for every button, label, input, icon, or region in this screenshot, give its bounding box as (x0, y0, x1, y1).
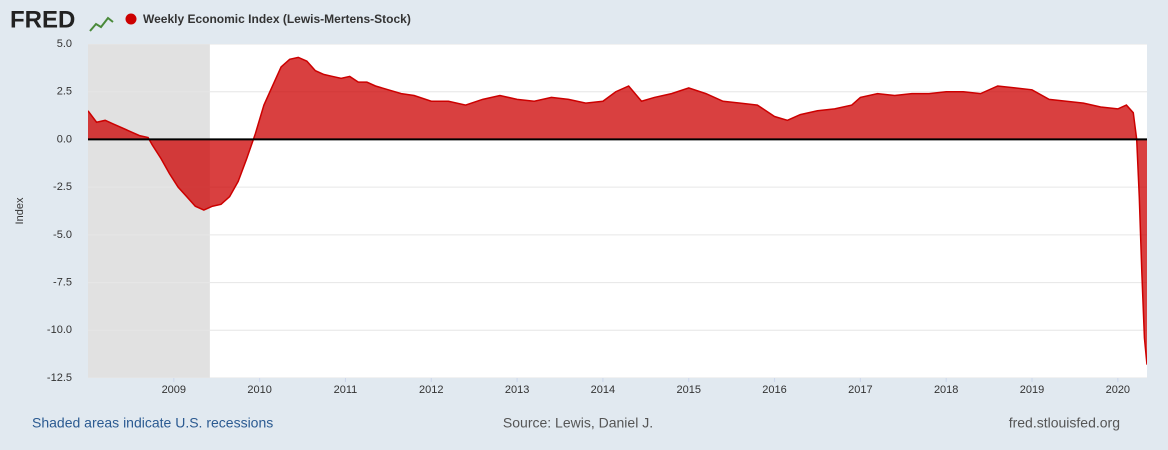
recession-shade (88, 44, 210, 378)
y-axis-label: Index (14, 197, 26, 224)
y-tick-label: -7.5 (53, 276, 72, 288)
x-tick-label: 2017 (848, 384, 872, 396)
plot-layer (88, 44, 1147, 378)
logo-icon (89, 16, 114, 32)
area (88, 57, 1147, 365)
x-tick-label: 2019 (1020, 384, 1044, 396)
x-tick-label: 2020 (1106, 384, 1130, 396)
x-tick-label: 2009 (162, 384, 186, 396)
site: fred.stlouisfed.org (1009, 415, 1120, 431)
y-tick-label: 0.0 (57, 133, 72, 145)
legend-label: Weekly Economic Index (Lewis-Mertens-Sto… (143, 12, 411, 26)
y-tick-label: 2.5 (57, 86, 72, 98)
y-tick-label: -2.5 (53, 181, 72, 193)
y-tick-label: -12.5 (47, 372, 72, 384)
x-tick-label: 2013 (505, 384, 529, 396)
x-tick-label: 2010 (247, 384, 271, 396)
x-tick-label: 2012 (419, 384, 443, 396)
legend-marker (125, 13, 137, 25)
y-tick-label: -10.0 (47, 324, 72, 336)
x-tick-label: 2016 (762, 384, 786, 396)
x-tick-label: 2018 (934, 384, 958, 396)
source: Source: Lewis, Daniel J. (503, 415, 653, 431)
logo: FRED (10, 6, 75, 33)
x-tick-label: 2011 (334, 384, 358, 396)
x-tick-label: 2015 (676, 384, 700, 396)
line (88, 56, 1147, 365)
y-tick-label: -5.0 (53, 229, 72, 241)
y-tick-label: 5.0 (57, 38, 72, 50)
recession-note: Shaded areas indicate U.S. recessions (32, 415, 273, 431)
x-tick-label: 2014 (591, 384, 615, 396)
